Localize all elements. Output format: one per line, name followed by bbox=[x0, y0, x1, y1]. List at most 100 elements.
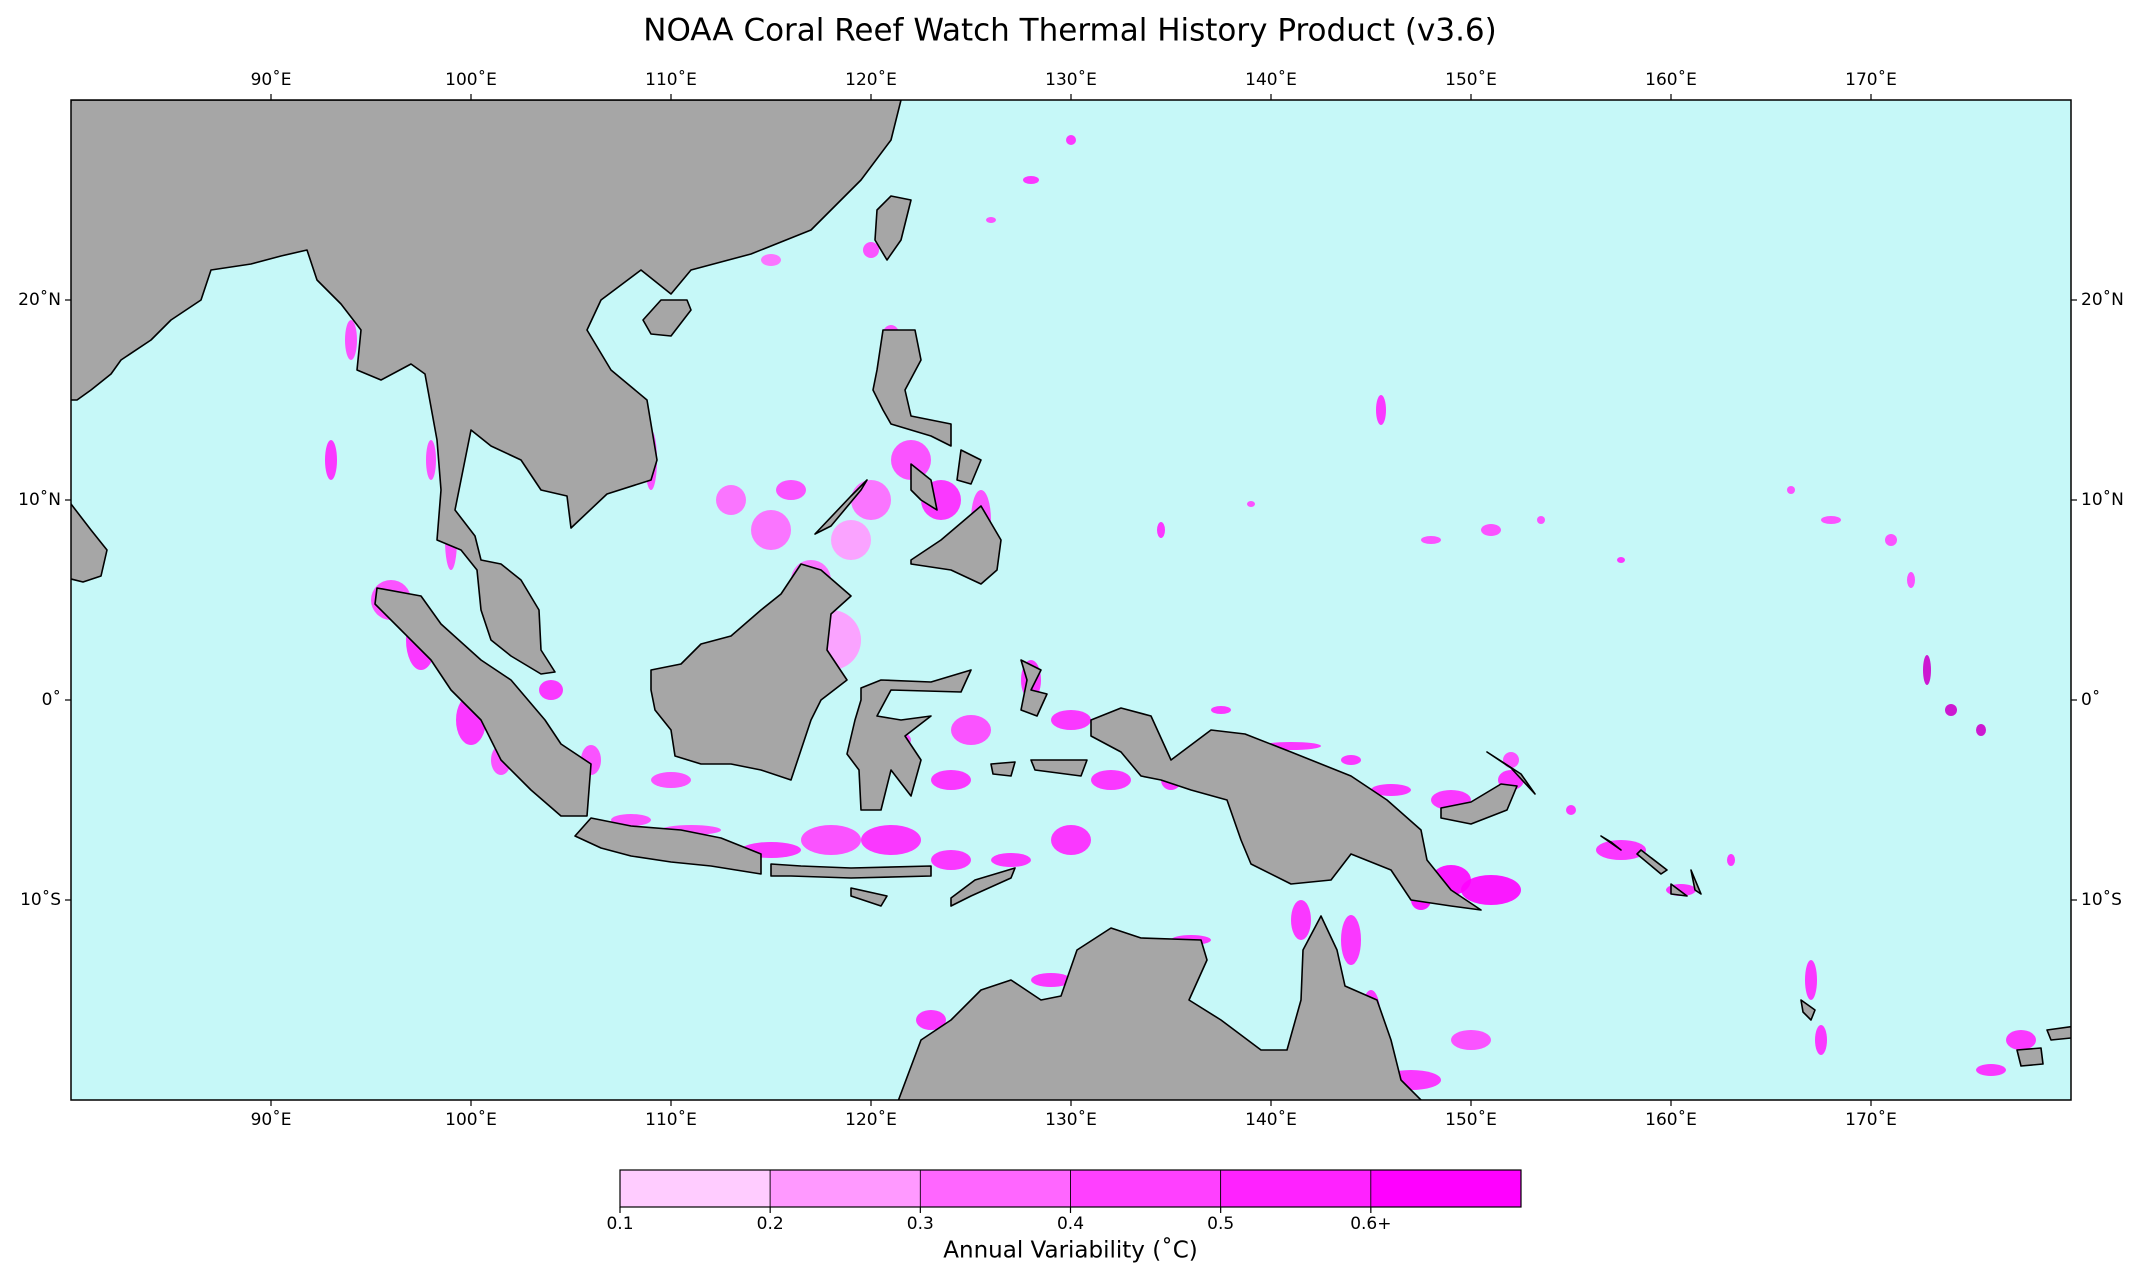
x-tick-label-top: 150˚E bbox=[1445, 69, 1497, 90]
y-tick-label-left: 20˚N bbox=[18, 289, 61, 310]
reef-patch bbox=[1341, 915, 1361, 965]
x-tick-label-bottom: 170˚E bbox=[1845, 1109, 1897, 1130]
reef-patch bbox=[1923, 655, 1931, 685]
land bbox=[1486, 751, 1536, 795]
reef-patch bbox=[1727, 854, 1735, 866]
colorbar-tick-label: 0.2 bbox=[757, 1214, 784, 1234]
reef-patch bbox=[1051, 710, 1091, 730]
x-tick-label-top: 130˚E bbox=[1045, 69, 1097, 90]
colorbar-bin bbox=[1070, 1169, 1222, 1208]
land bbox=[1020, 659, 1048, 717]
x-tick-label-bottom: 90˚E bbox=[251, 1109, 292, 1130]
y-tick-label-left: 0˚ bbox=[42, 689, 61, 710]
reef-patch bbox=[1461, 875, 1521, 905]
y-tick-label-right: 10˚N bbox=[2081, 489, 2124, 510]
reef-patch bbox=[1066, 135, 1076, 145]
land bbox=[910, 463, 938, 511]
land bbox=[650, 563, 852, 781]
reef-patch bbox=[1617, 557, 1625, 563]
land bbox=[872, 329, 952, 447]
reef-patch bbox=[761, 254, 781, 266]
reef-patch bbox=[1376, 395, 1386, 425]
land bbox=[71, 100, 902, 675]
land bbox=[770, 863, 932, 879]
x-tick-label-top: 170˚E bbox=[1845, 69, 1897, 90]
colorbar-label: Annual Variability (˚C) bbox=[943, 1237, 1197, 1264]
land bbox=[950, 867, 1016, 907]
reef-patch bbox=[1247, 501, 1255, 507]
land bbox=[990, 761, 1016, 777]
reef-patch bbox=[1291, 900, 1311, 940]
land bbox=[642, 299, 692, 337]
reef-patch bbox=[1976, 1064, 2006, 1076]
land bbox=[910, 505, 1002, 585]
x-tick-label-bottom: 140˚E bbox=[1245, 1109, 1297, 1130]
x-tick-label-bottom: 110˚E bbox=[645, 1109, 697, 1130]
land bbox=[1440, 783, 1518, 825]
reef-patch bbox=[1451, 1030, 1491, 1050]
x-tick-label-top: 100˚E bbox=[445, 69, 497, 90]
colorbar-tick-label: 0.6+ bbox=[1350, 1214, 1391, 1234]
x-tick-label-bottom: 130˚E bbox=[1045, 1109, 1097, 1130]
reef-patch bbox=[951, 715, 991, 745]
land bbox=[874, 195, 912, 261]
reef-patch bbox=[861, 825, 921, 855]
reef-patch bbox=[325, 440, 337, 480]
reef-patch bbox=[1907, 572, 1915, 588]
x-tick-label-bottom: 100˚E bbox=[445, 1109, 497, 1130]
y-tick-label-left: 10˚N bbox=[18, 489, 61, 510]
y-tick-label-right: 20˚N bbox=[2081, 289, 2124, 310]
reef-patch bbox=[1537, 516, 1545, 524]
colorbar-tick-label: 0.5 bbox=[1207, 1214, 1234, 1234]
reef-patch bbox=[1031, 973, 1071, 987]
reef-patch bbox=[426, 440, 436, 480]
colorbar-tick-label: 0.4 bbox=[1057, 1214, 1084, 1234]
land bbox=[374, 587, 592, 817]
land bbox=[1600, 835, 1622, 851]
reef-patch bbox=[539, 680, 563, 700]
reef-patch bbox=[1023, 176, 1039, 184]
land bbox=[850, 887, 888, 907]
land bbox=[1030, 759, 1088, 777]
reef-patch bbox=[345, 320, 357, 360]
reef-patch bbox=[1421, 536, 1441, 544]
land bbox=[2016, 1047, 2044, 1067]
reef-patch bbox=[1157, 522, 1165, 538]
land bbox=[1800, 999, 1816, 1021]
reef-patch bbox=[931, 850, 971, 870]
y-tick-label-left: 10˚S bbox=[20, 889, 61, 910]
reef-patch bbox=[1815, 1025, 1827, 1055]
map-title: NOAA Coral Reef Watch Thermal History Pr… bbox=[643, 13, 1496, 49]
x-tick-label-top: 120˚E bbox=[845, 69, 897, 90]
reef-patch bbox=[1371, 784, 1411, 796]
land bbox=[574, 817, 762, 875]
x-tick-label-bottom: 120˚E bbox=[845, 1109, 897, 1130]
reef-patch bbox=[1805, 960, 1817, 1000]
land bbox=[846, 669, 972, 811]
colorbar-bin bbox=[1220, 1169, 1372, 1208]
reef-patch bbox=[851, 480, 891, 520]
colorbar-bin bbox=[919, 1169, 1071, 1208]
y-tick-label-right: 10˚S bbox=[2081, 889, 2122, 910]
x-tick-label-top: 90˚E bbox=[251, 69, 292, 90]
x-tick-label-top: 110˚E bbox=[645, 69, 697, 90]
colorbar-bin bbox=[1370, 1169, 1522, 1208]
reef-patch bbox=[986, 217, 996, 223]
reef-patch bbox=[931, 770, 971, 790]
reef-patch bbox=[831, 520, 871, 560]
colorbar-bin bbox=[619, 1169, 771, 1208]
land bbox=[71, 503, 108, 583]
reef-patch bbox=[891, 440, 931, 480]
reef-patch bbox=[776, 480, 806, 500]
reef-patch bbox=[1945, 704, 1957, 716]
reef-patch bbox=[1051, 825, 1091, 855]
reef-patch bbox=[1976, 724, 1986, 736]
reef-patch bbox=[1503, 752, 1519, 768]
reef-patch bbox=[716, 485, 746, 515]
land bbox=[1636, 849, 1668, 875]
reef-patch bbox=[2006, 1030, 2036, 1050]
reef-patch bbox=[1821, 516, 1841, 524]
land bbox=[1090, 707, 1482, 911]
